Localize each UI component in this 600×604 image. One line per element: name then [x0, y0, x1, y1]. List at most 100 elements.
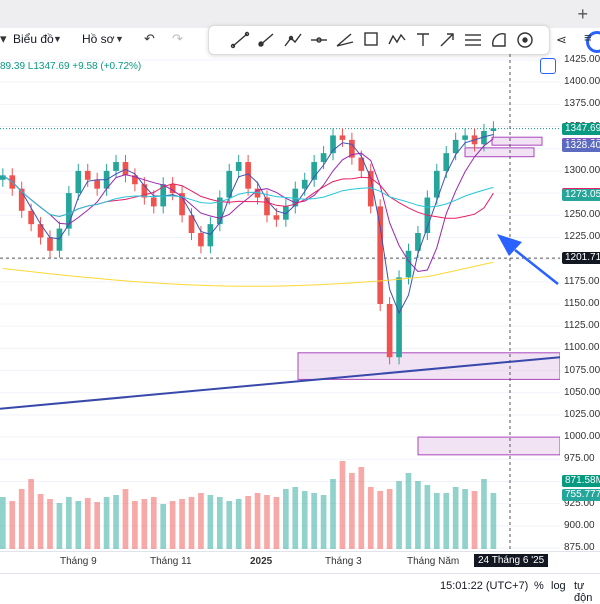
ray-icon[interactable]	[258, 33, 274, 47]
candle-body	[188, 215, 195, 234]
candle-body	[0, 175, 6, 180]
percent-toggle[interactable]: %	[534, 580, 544, 592]
volume-bar	[188, 497, 195, 549]
ohlc-legend: 89.39 L1347.69 +9.58 (+0.72%)	[0, 61, 142, 72]
candle-body	[245, 162, 251, 189]
support-zone-small	[464, 147, 535, 158]
candle-body	[37, 224, 44, 238]
volume-bar	[367, 487, 374, 549]
extended-line-icon[interactable]	[284, 33, 302, 47]
volume-bar	[0, 497, 6, 549]
plus-icon[interactable]: +	[577, 4, 588, 24]
volume-bar	[84, 498, 91, 549]
price-chart[interactable]	[0, 54, 560, 574]
candle-body	[207, 224, 214, 247]
price-badge: 1273.05	[562, 188, 600, 201]
candle-body	[235, 162, 242, 171]
volume-bar	[28, 479, 34, 549]
volume-bar	[113, 495, 119, 549]
volume-bar	[169, 501, 176, 549]
measure-icon[interactable]	[492, 33, 506, 47]
volume-bar	[179, 499, 185, 549]
volume-bar	[122, 489, 129, 549]
candle-body	[226, 170, 233, 198]
x-tick-label: Tháng 3	[325, 556, 362, 567]
candle-body	[169, 184, 176, 194]
y-tick-label: 1400.00	[564, 76, 600, 88]
rectangle-icon[interactable]	[364, 32, 378, 46]
candle-body	[330, 135, 336, 154]
y-tick-label: 1150.00	[564, 298, 600, 309]
drawing-tools-svg	[230, 31, 533, 49]
volume-bar	[405, 473, 412, 549]
redo-icon[interactable]: ↷	[172, 31, 183, 46]
volume-bar	[226, 501, 233, 549]
ma-200-line	[2, 261, 494, 287]
volume-bar	[37, 494, 44, 549]
volume-bar	[339, 461, 346, 549]
volume-bar	[141, 499, 148, 549]
pitchfork-icon[interactable]	[336, 33, 354, 47]
y-tick-label: 1100.00	[564, 342, 600, 354]
candle-body	[84, 170, 91, 180]
y-tick-label: 1425.00	[564, 54, 600, 65]
y-tick-label: 925.00	[564, 497, 595, 509]
candle-body	[367, 170, 374, 207]
fib-retracement-icon[interactable]	[465, 34, 481, 46]
candle-body	[198, 233, 204, 247]
x-tick-label: Tháng Năm	[407, 556, 460, 567]
volume-bar	[47, 499, 53, 549]
undo-icon[interactable]: ↶	[144, 31, 155, 46]
candle-body	[66, 193, 72, 229]
chevron-down-icon[interactable]: ▼	[115, 34, 124, 44]
text-icon[interactable]	[417, 33, 429, 46]
status-footer: 15:01:22 (UTC+7) % log tự độn	[0, 573, 600, 604]
candle-body	[320, 153, 327, 163]
more-icon[interactable]: ≡	[584, 30, 592, 45]
chart-menu-label[interactable]: Biểu đồ	[13, 32, 54, 46]
volume-bar	[94, 502, 100, 549]
volume-bar	[235, 499, 242, 549]
auto-toggle[interactable]: tự độn	[574, 580, 593, 604]
candle-body	[56, 228, 63, 251]
candle-body	[301, 179, 308, 189]
clock-text: 15:01:22 (UTC+7)	[440, 580, 529, 592]
volume-bar	[292, 487, 299, 549]
volume-bar	[349, 473, 355, 549]
volume-bar	[56, 503, 63, 549]
candle-body	[490, 128, 497, 131]
target-icon[interactable]	[517, 32, 533, 48]
volume-bar	[264, 495, 270, 549]
chevron-down-icon[interactable]: ▼	[53, 34, 62, 44]
path-icon[interactable]	[388, 33, 406, 45]
log-toggle[interactable]: log	[551, 580, 566, 592]
candle-body	[481, 130, 487, 145]
trendline-icon[interactable]	[230, 31, 250, 49]
candle-body	[415, 233, 421, 251]
volume-bar	[358, 467, 365, 549]
volume-bar	[481, 479, 487, 549]
candle-body	[122, 162, 129, 176]
volume-bar	[320, 495, 327, 549]
candle-body	[132, 175, 138, 185]
candle-body	[377, 206, 384, 304]
profile-menu-label[interactable]: Hồ sơ	[82, 32, 115, 46]
arrow-marker-icon[interactable]	[440, 33, 454, 47]
volume-bar	[103, 497, 110, 549]
auto-scale-icon[interactable]	[540, 58, 556, 74]
price-badge: 1201.71	[562, 252, 600, 265]
volume-bar	[18, 489, 25, 549]
volume-bar	[443, 493, 450, 549]
volume-bar	[273, 497, 280, 549]
share-icon[interactable]: ⋖	[556, 32, 567, 47]
x-tick-label: 2025	[250, 556, 273, 567]
arrow-head	[497, 234, 522, 256]
price-badge: 755.777	[562, 488, 600, 501]
y-tick-label: 1050.00	[564, 386, 600, 398]
support-zone	[297, 352, 560, 380]
horizontal-line-icon[interactable]	[311, 37, 327, 43]
candle-body	[462, 135, 468, 140]
time-axis[interactable]: 24 Tháng 6 '25 Tháng 9 Tháng 11 2025 Tháng …	[0, 551, 600, 574]
volume-bar	[452, 487, 459, 549]
volume-bar	[245, 496, 251, 549]
